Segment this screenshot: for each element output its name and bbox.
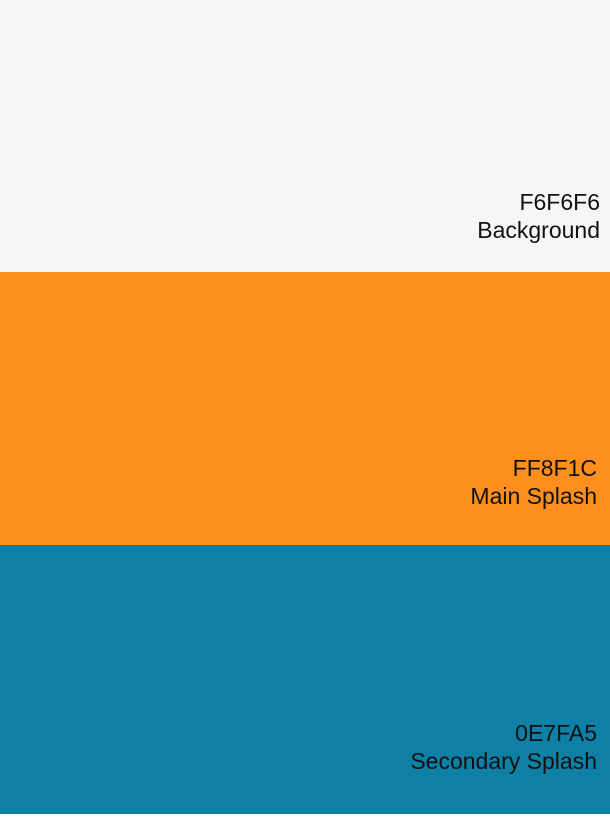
- swatch-name: Background: [477, 217, 600, 243]
- swatch-secondary-splash: 0E7FA5 Secondary Splash: [0, 545, 610, 814]
- swatch-name: Main Splash: [470, 483, 597, 509]
- swatch-label: 0E7FA5 Secondary Splash: [410, 719, 597, 775]
- swatch-hex: FF8F1C: [512, 455, 597, 481]
- swatch-label: F6F6F6 Background: [477, 188, 600, 244]
- swatch-hex: F6F6F6: [519, 189, 600, 215]
- swatch-name: Secondary Splash: [410, 748, 597, 774]
- swatch-hex: 0E7FA5: [515, 720, 597, 746]
- swatch-main-splash: FF8F1C Main Splash: [0, 272, 610, 545]
- swatch-background: F6F6F6 Background: [0, 0, 610, 272]
- swatch-label: FF8F1C Main Splash: [470, 454, 597, 510]
